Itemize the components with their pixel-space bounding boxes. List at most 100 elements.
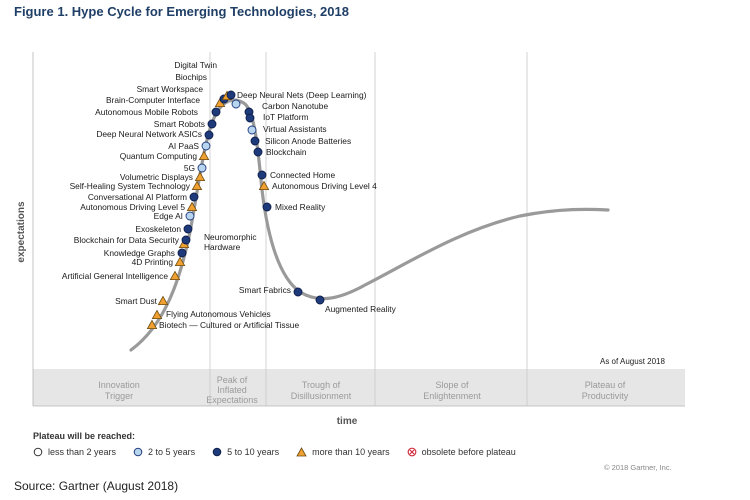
label-flying-autonomous-vehicles: Flying Autonomous Vehicles: [166, 309, 271, 319]
marker-silicon-anode-batteries: [250, 136, 260, 146]
label-smart-robots: Smart Robots: [154, 119, 205, 129]
legend-item-2-to-5: 2 to 5 years: [133, 447, 195, 457]
label-digital-twin: Digital Twin: [174, 60, 217, 70]
label-exoskeleton: Exoskeleton: [135, 224, 181, 234]
label-deep-neural-network-asics: Deep Neural Network ASICs: [96, 129, 202, 139]
phase-plateau-l2: Productivity: [582, 391, 629, 401]
phase-plateau-l1: Plateau of: [585, 380, 626, 390]
marker-biotech-cultured-or-artificial-tissue: [146, 319, 158, 330]
x-axis-label: time: [337, 416, 358, 427]
marker-connected-home: [257, 170, 267, 180]
label-neuromorphic-hardware-line1: Neuromorphic: [204, 232, 257, 242]
orange-triangle-icon: [296, 447, 307, 457]
legend: Plateau will be reached: less than 2 yea…: [33, 431, 683, 457]
marker-deep-neural-nets-deep-learning: [231, 99, 241, 109]
label-autonomous-mobile-robots: Autonomous Mobile Robots: [95, 107, 198, 117]
label-edge-ai: Edge AI: [154, 211, 183, 221]
source-caption: Source: Gartner (August 2018): [14, 479, 179, 493]
phase-peak-l3: Expectations: [206, 395, 258, 405]
marker-ai-paas: [201, 141, 211, 151]
open-circle-icon: [33, 447, 43, 457]
marker-autonomous-driving-level-4: [258, 180, 270, 191]
label-smart-dust: Smart Dust: [115, 296, 158, 306]
phase-slope-l1: Slope of: [435, 380, 469, 390]
phase-label-innovation-trigger: Innovation Trigger: [98, 380, 140, 401]
phase-innovation-l2: Trigger: [105, 391, 133, 401]
marker-smart-dust: [157, 295, 169, 306]
label-autonomous-driving-level-5: Autonomous Driving Level 5: [80, 202, 185, 212]
legend-label: more than 10 years: [312, 447, 390, 457]
label-quantum-computing: Quantum Computing: [120, 151, 198, 161]
marker-smart-robots: [207, 119, 217, 129]
y-axis-label: expectations: [16, 201, 27, 263]
label-smart-fabrics: Smart Fabrics: [239, 285, 291, 295]
as-of-date: As of August 2018: [600, 357, 665, 366]
phase-band: [33, 369, 685, 406]
marker-edge-ai: [185, 211, 195, 221]
phase-peak-l2: Inflated: [217, 385, 247, 395]
crossed-circle-icon: [407, 447, 417, 457]
marker-deep-neural-network-asics: [204, 130, 214, 140]
label-iot-platform: IoT Platform: [263, 112, 308, 122]
label-biotech-cultured-or-artificial-tissue: Biotech — Cultured or Artificial Tissue: [159, 320, 299, 330]
marker-flying-autonomous-vehicles: [151, 309, 163, 320]
phase-trough-l1: Trough of: [302, 380, 341, 390]
legend-item-more-than-10: more than 10 years: [296, 447, 390, 457]
phase-label-plateau: Plateau of Productivity: [582, 380, 629, 401]
marker-self-healing-system-technology: [191, 180, 203, 191]
marker-exoskeleton: [183, 224, 193, 234]
phase-slope-l2: Enlightenment: [423, 391, 481, 401]
legend-item-less-than-2: less than 2 years: [33, 447, 116, 457]
marker-augmented-reality: [315, 295, 325, 305]
legend-label: 2 to 5 years: [148, 447, 196, 457]
label-silicon-anode-batteries: Silicon Anode Batteries: [265, 136, 351, 146]
legend-label: less than 2 years: [48, 447, 117, 457]
phase-innovation-l1: Innovation: [98, 380, 140, 390]
marker-quantum-computing: [198, 150, 210, 161]
marker-knowledge-graphs: [177, 248, 187, 258]
label-self-healing-system-technology: Self-Healing System Technology: [70, 181, 191, 191]
phase-trough-l2: Disillusionment: [291, 391, 352, 401]
label-4d-printing: 4D Printing: [132, 257, 174, 267]
label-artificial-general-intelligence: Artificial General Intelligence: [62, 271, 168, 281]
legend-label: obsolete before plateau: [421, 447, 516, 457]
marker-digital-twin: [226, 90, 236, 100]
label-brain-computer-interface: Brain-Computer Interface: [106, 95, 200, 105]
legend-item-5-to-10: 5 to 10 years: [212, 447, 279, 457]
label-conversational-ai-platform: Conversational AI Platform: [88, 192, 187, 202]
label-volumetric-displays: Volumetric Displays: [120, 172, 193, 182]
marker-iot-platform: [245, 113, 255, 123]
label-neuromorphic-hardware-line2: Hardware: [204, 242, 241, 252]
label-smart-workspace: Smart Workspace: [137, 84, 204, 94]
label-deep-neural-nets-deep-learning: Deep Neural Nets (Deep Learning): [237, 90, 367, 100]
marker-autonomous-mobile-robots: [211, 107, 221, 117]
label-carbon-nanotube: Carbon Nanotube: [262, 101, 328, 111]
marker-artificial-general-intelligence: [169, 270, 181, 281]
marker-mixed-reality: [262, 202, 272, 212]
label-5g: 5G: [184, 163, 195, 173]
label-connected-home: Connected Home: [270, 170, 336, 180]
marker-4d-printing: [174, 256, 186, 267]
phase-label-slope: Slope of Enlightenment: [423, 380, 481, 401]
marker-blockchain: [253, 147, 263, 157]
label-biochips: Biochips: [175, 72, 207, 82]
legend-title: Plateau will be reached:: [33, 431, 136, 441]
label-augmented-reality: Augmented Reality: [325, 304, 397, 314]
dark-blue-circle-icon: [212, 447, 222, 457]
marker-5g: [197, 163, 207, 173]
marker-smart-fabrics: [293, 287, 303, 297]
phase-label-trough: Trough of Disillusionment: [291, 380, 352, 401]
legend-row: less than 2 years 2 to 5 years 5 to 10 y…: [33, 447, 683, 457]
phase-label-peak: Peak of Inflated Expectations: [206, 375, 258, 405]
label-blockchain: Blockchain: [266, 147, 307, 157]
label-mixed-reality: Mixed Reality: [275, 202, 326, 212]
technology-markers: Biotech — Cultured or Artificial TissueF…: [62, 60, 397, 330]
marker-volumetric-displays: [194, 171, 206, 182]
phase-peak-l1: Peak of: [217, 375, 248, 385]
label-knowledge-graphs: Knowledge Graphs: [104, 248, 175, 258]
legend-item-obsolete: obsolete before plateau: [407, 447, 516, 457]
label-neuromorphic-hardware: Neuromorphic Hardware: [204, 232, 257, 252]
marker-blockchain-for-data-security: [181, 235, 191, 245]
figure-title: Figure 1. Hype Cycle for Emerging Techno…: [14, 4, 349, 19]
